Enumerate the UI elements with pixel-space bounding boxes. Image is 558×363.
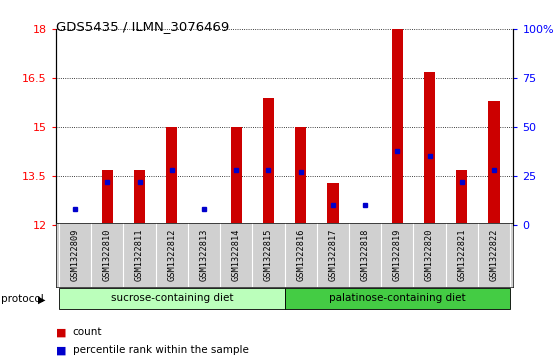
- Bar: [328, 183, 339, 225]
- Text: GSM1322822: GSM1322822: [489, 228, 498, 281]
- Text: GSM1322821: GSM1322821: [458, 228, 466, 281]
- Text: GSM1322812: GSM1322812: [167, 228, 176, 281]
- Text: count: count: [73, 327, 102, 337]
- Bar: [263, 98, 274, 225]
- Bar: [456, 170, 468, 225]
- Text: GSM1322814: GSM1322814: [232, 228, 240, 281]
- Text: GSM1322810: GSM1322810: [103, 228, 112, 281]
- Text: GSM1322809: GSM1322809: [71, 228, 80, 281]
- Bar: [285, 288, 510, 309]
- Bar: [392, 29, 403, 225]
- Text: percentile rank within the sample: percentile rank within the sample: [73, 345, 248, 355]
- Bar: [166, 127, 177, 225]
- Text: GSM1322818: GSM1322818: [360, 228, 369, 281]
- Text: GSM1322820: GSM1322820: [425, 228, 434, 281]
- Text: protocol: protocol: [1, 294, 44, 305]
- Bar: [199, 224, 210, 225]
- Text: GSM1322815: GSM1322815: [264, 228, 273, 281]
- Bar: [59, 288, 285, 309]
- Bar: [70, 224, 81, 225]
- Text: palatinose-containing diet: palatinose-containing diet: [329, 293, 466, 303]
- Text: GDS5435 / ILMN_3076469: GDS5435 / ILMN_3076469: [56, 20, 229, 33]
- Bar: [230, 127, 242, 225]
- Text: GSM1322817: GSM1322817: [329, 228, 338, 281]
- Text: GSM1322819: GSM1322819: [393, 228, 402, 281]
- Bar: [295, 127, 306, 225]
- Text: GSM1322816: GSM1322816: [296, 228, 305, 281]
- Bar: [424, 72, 435, 225]
- Text: GSM1322811: GSM1322811: [135, 228, 144, 281]
- Text: sucrose-containing diet: sucrose-containing diet: [110, 293, 233, 303]
- Bar: [134, 170, 145, 225]
- Bar: [102, 170, 113, 225]
- Text: ■: ■: [56, 327, 66, 337]
- Text: ■: ■: [56, 345, 66, 355]
- Bar: [488, 101, 499, 225]
- Bar: [359, 224, 371, 225]
- Text: GSM1322813: GSM1322813: [200, 228, 209, 281]
- Text: ▶: ▶: [38, 294, 45, 305]
